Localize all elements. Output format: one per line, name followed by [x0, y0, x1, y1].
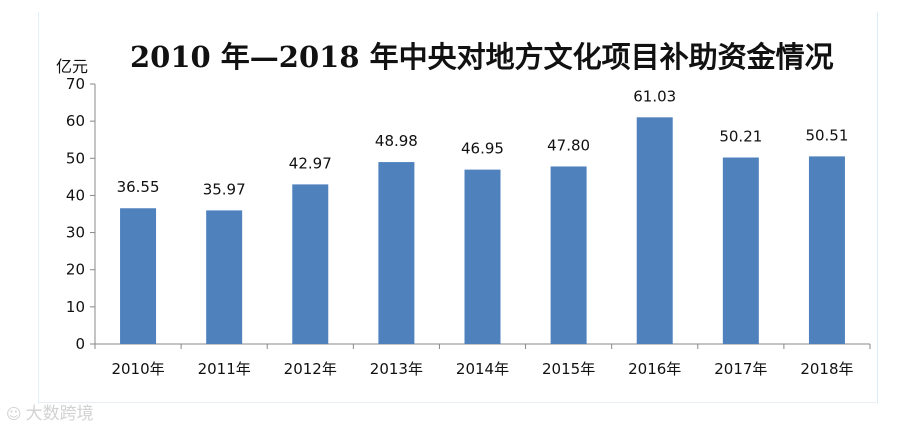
data-label: 35.97: [203, 180, 246, 198]
chart-frame-bottom: [38, 402, 876, 403]
data-label: 36.55: [117, 178, 160, 196]
bar: [292, 184, 329, 344]
chart-frame: [38, 12, 878, 404]
watermark: ☺ 大数跨境: [6, 399, 94, 424]
y-tick-label: 0: [75, 335, 85, 353]
data-labels: 36.55 35.97 42.97 48.98 46.95 47.80 61.03 50.21…: [117, 87, 849, 198]
bar: [808, 156, 845, 344]
x-tick-label: 2017年: [714, 360, 767, 378]
x-tick-label: 2010年: [111, 360, 164, 378]
y-axis-unit-label: 亿元: [56, 57, 89, 76]
bar: [120, 208, 157, 344]
bar: [378, 162, 415, 344]
bar: [464, 169, 501, 344]
weibo-icon: ☺: [6, 405, 22, 423]
data-label: 46.95: [461, 140, 504, 158]
data-label: 47.80: [547, 136, 590, 154]
x-tick-label: 2013年: [370, 360, 423, 378]
axes: 0 10 20 30 40 50 60 70 2010年 2011年 2012年 2013年 2014年…: [66, 75, 871, 378]
bars: [120, 117, 845, 345]
y-tick-label: 10: [66, 298, 85, 316]
y-tick-label: 50: [66, 149, 85, 167]
bar: [550, 166, 587, 344]
y-tick-label: 60: [66, 112, 85, 130]
y-tick-label: 70: [66, 75, 85, 93]
x-tick-label: 2014年: [456, 360, 509, 378]
y-tick-label: 20: [66, 261, 85, 279]
data-label: 42.97: [289, 154, 332, 172]
x-tick-label: 2016年: [628, 360, 681, 378]
chart-title: 2010 年—2018 年中央对地方文化项目补助资金情况: [130, 40, 834, 74]
x-tick-label: 2012年: [284, 360, 337, 378]
bar: [636, 117, 673, 345]
x-tick-label: 2015年: [542, 360, 595, 378]
watermark-text: 大数跨境: [25, 404, 94, 424]
data-label: 48.98: [375, 132, 418, 150]
y-tick-label: 40: [66, 186, 85, 204]
bar: [206, 210, 243, 344]
data-label: 50.21: [719, 128, 762, 146]
y-tick-label: 30: [66, 224, 85, 242]
data-label: 50.51: [805, 126, 848, 144]
x-tick-label: 2011年: [198, 360, 251, 378]
x-tick-label: 2018年: [800, 360, 853, 378]
data-label: 61.03: [633, 87, 676, 105]
bar: [722, 157, 759, 344]
